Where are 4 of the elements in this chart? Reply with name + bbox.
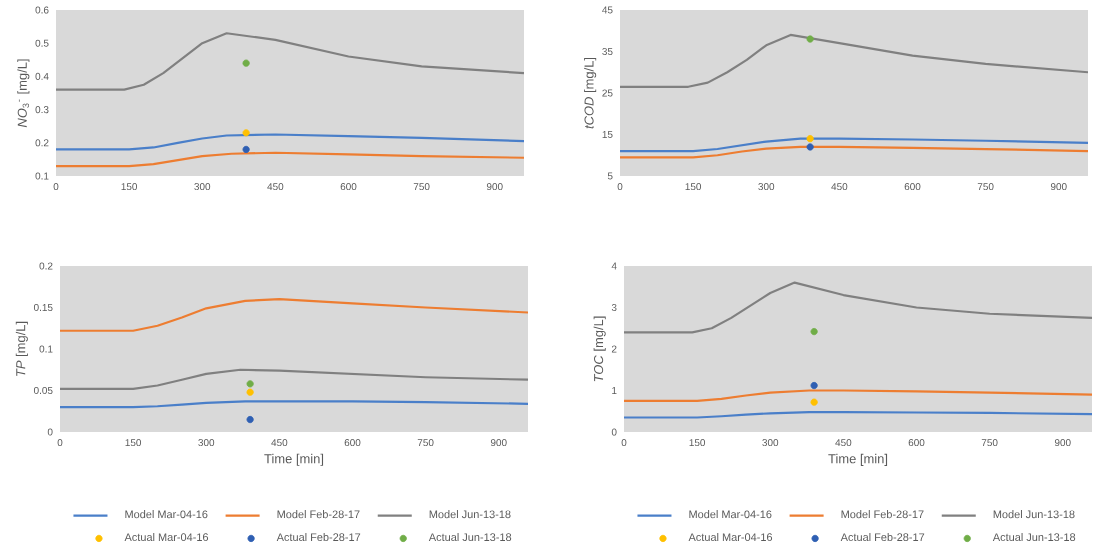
- line-series: [60, 298, 528, 332]
- line-series: [56, 32, 524, 91]
- line-series: [620, 33, 1088, 88]
- line-series: [56, 133, 524, 151]
